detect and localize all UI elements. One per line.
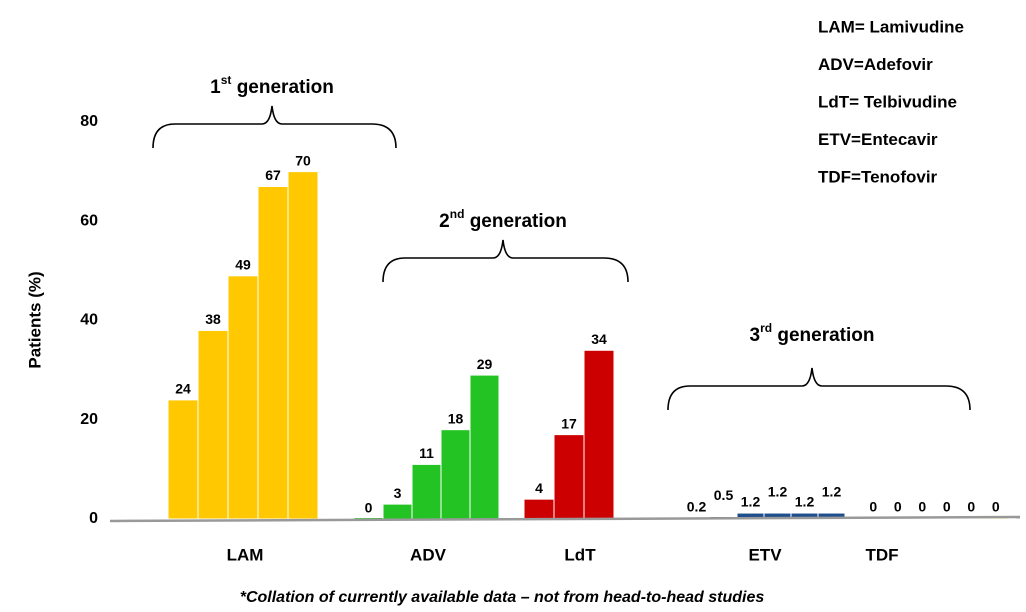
data-label: 0.2	[687, 499, 707, 515]
bar	[287, 171, 319, 520]
data-label: 0	[943, 499, 951, 515]
x-axis	[109, 515, 1021, 523]
bar	[382, 503, 413, 520]
bar	[411, 463, 442, 520]
data-label: 1.2	[768, 484, 788, 500]
data-label: 4	[535, 480, 543, 496]
x-tick-label: LdT	[564, 545, 596, 564]
data-label: 49	[235, 257, 251, 273]
y-axis-label: Patients (%)	[25, 271, 44, 368]
data-label: 38	[205, 311, 221, 327]
bar	[553, 434, 585, 520]
annotation: 3rd generation	[750, 321, 875, 346]
bar	[469, 374, 500, 520]
annotation-text: generation	[777, 325, 874, 346]
data-label: 11	[419, 445, 434, 461]
abbreviation: LdT= Telbivudine	[818, 92, 957, 111]
annotation-number: 1	[210, 77, 221, 98]
footnote: *Collation of currently available data –…	[240, 589, 765, 606]
data-label: 0	[869, 499, 877, 515]
annotation-number: 3	[750, 325, 761, 346]
annotation: 1st generation	[210, 73, 334, 98]
data-label: 34	[591, 331, 607, 347]
x-tick-label: ETV	[748, 545, 782, 564]
data-label: 18	[448, 410, 464, 426]
data-label: 0	[894, 499, 902, 515]
y-tick-label: 40	[80, 312, 98, 329]
data-label: 29	[477, 356, 493, 372]
data-label: 1.2	[741, 494, 761, 510]
annotation-number: 2	[439, 211, 450, 232]
bar	[197, 329, 229, 520]
x-tick-label: ADV	[410, 545, 447, 564]
x-tick-label: LAM	[227, 545, 264, 564]
annotation: 2nd generation	[439, 207, 567, 232]
annotation-superscript: rd	[760, 321, 772, 335]
y-tick-label: 80	[80, 113, 98, 130]
bracket	[382, 239, 629, 283]
abbreviation: LAM= Lamivudine	[818, 17, 964, 36]
bar	[257, 186, 289, 520]
y-tick-label: 60	[80, 212, 98, 229]
data-label: 1.2	[795, 494, 815, 510]
data-label: 0	[992, 499, 1000, 515]
x-tick-label: TDF	[865, 545, 898, 564]
bar	[440, 429, 471, 520]
data-label: 70	[295, 152, 311, 168]
y-tick-label: 20	[80, 411, 98, 428]
data-label: 67	[265, 167, 281, 183]
data-label: 0.5	[714, 487, 734, 503]
abbreviation: ADV=Adefovir	[818, 55, 933, 74]
annotation-text: generation	[470, 211, 567, 232]
data-label: 0	[365, 500, 373, 516]
bar	[523, 498, 555, 520]
data-label: 3	[394, 485, 402, 501]
bar	[227, 275, 259, 520]
bar	[167, 399, 199, 520]
data-label: 17	[561, 415, 577, 431]
annotation-text: generation	[237, 77, 334, 98]
bar	[583, 349, 615, 520]
data-label: 1.2	[822, 484, 842, 500]
y-tick-label: 0	[89, 510, 98, 527]
annotation-superscript: st	[221, 73, 232, 87]
brackets	[152, 105, 971, 411]
data-label: 0	[918, 499, 926, 515]
abbreviation: ETV=Entecavir	[818, 130, 938, 149]
abbreviation: TDF=Tenofovir	[818, 167, 938, 186]
data-label: 0	[967, 499, 975, 515]
bracket	[667, 367, 971, 411]
bracket	[152, 105, 397, 149]
data-label: 24	[175, 381, 191, 397]
annotation-superscript: nd	[450, 207, 465, 221]
